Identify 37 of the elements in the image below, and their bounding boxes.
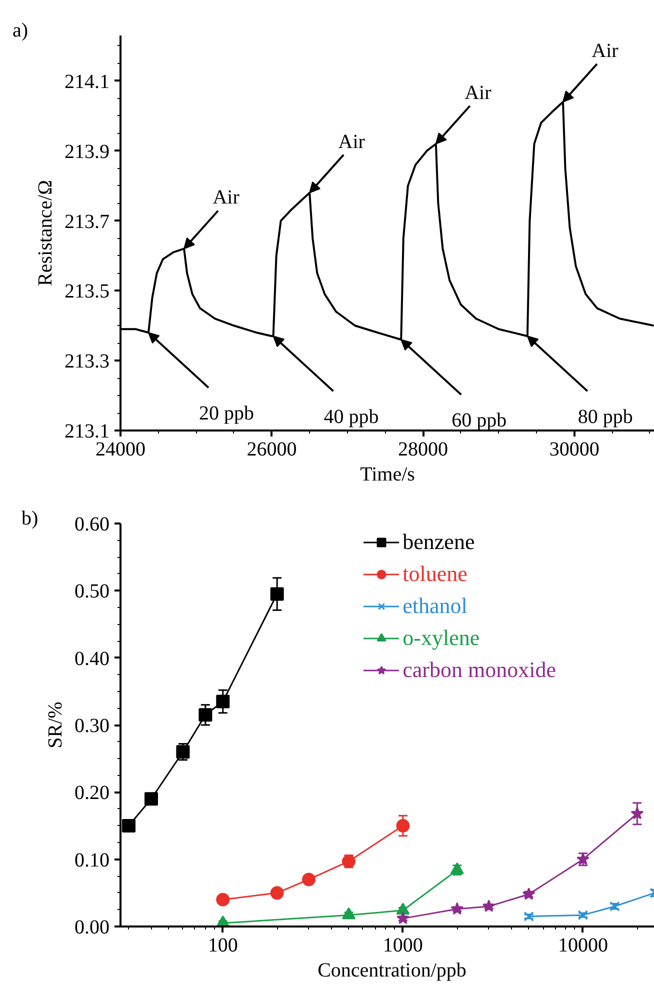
annotation: Air: [464, 82, 492, 104]
y-tick-label: 0.40: [74, 648, 110, 670]
y-tick-label: 213.5: [64, 280, 110, 303]
legend-label: benzene: [402, 529, 475, 555]
annotation: 20 ppb: [198, 402, 254, 425]
x-axis-title: Concentration/ppb: [318, 960, 466, 982]
y-tick-label: 213.9: [64, 140, 110, 163]
x-tick-label: 100: [208, 934, 238, 956]
y-tick-label: 0.10: [74, 849, 110, 872]
x-tick-label: 30000: [549, 438, 600, 460]
y-tick-label: 214.1: [64, 70, 110, 93]
legend-label: carbon monoxide: [402, 657, 556, 683]
y-tick-label: 0.20: [74, 782, 110, 804]
x-tick-label: 1000: [382, 934, 423, 956]
annotation: Air: [592, 40, 619, 62]
x-axis-title: Time/s: [360, 464, 416, 486]
annotation: 80 ppb: [578, 406, 633, 428]
y-tick-label: 0.60: [74, 514, 110, 536]
legend-label: toluene: [402, 561, 468, 587]
x-tick-label: 26000: [246, 438, 297, 460]
y-tick-label: 213.7: [64, 210, 110, 233]
legend-label: ethanol: [402, 593, 468, 619]
x-tick-label: 10000: [558, 934, 608, 956]
x-tick-label: 28000: [398, 438, 448, 460]
annotation: Air: [212, 186, 240, 209]
y-axis-title: SR/%: [44, 702, 66, 748]
y-tick-label: 213.3: [64, 350, 110, 373]
chart-title: a): [12, 20, 28, 42]
y-axis-title: Resistance/Ω: [34, 180, 56, 286]
annotation: Air: [338, 130, 366, 153]
chart-title: b): [22, 508, 38, 530]
annotation: 40 ppb: [324, 406, 379, 428]
y-tick-label: 0.00: [74, 916, 110, 938]
annotation: 60 ppb: [452, 410, 507, 432]
y-tick-label: 0.30: [74, 715, 110, 737]
y-tick-label: 0.50: [74, 580, 110, 603]
legend-label: o-xylene: [402, 625, 480, 651]
